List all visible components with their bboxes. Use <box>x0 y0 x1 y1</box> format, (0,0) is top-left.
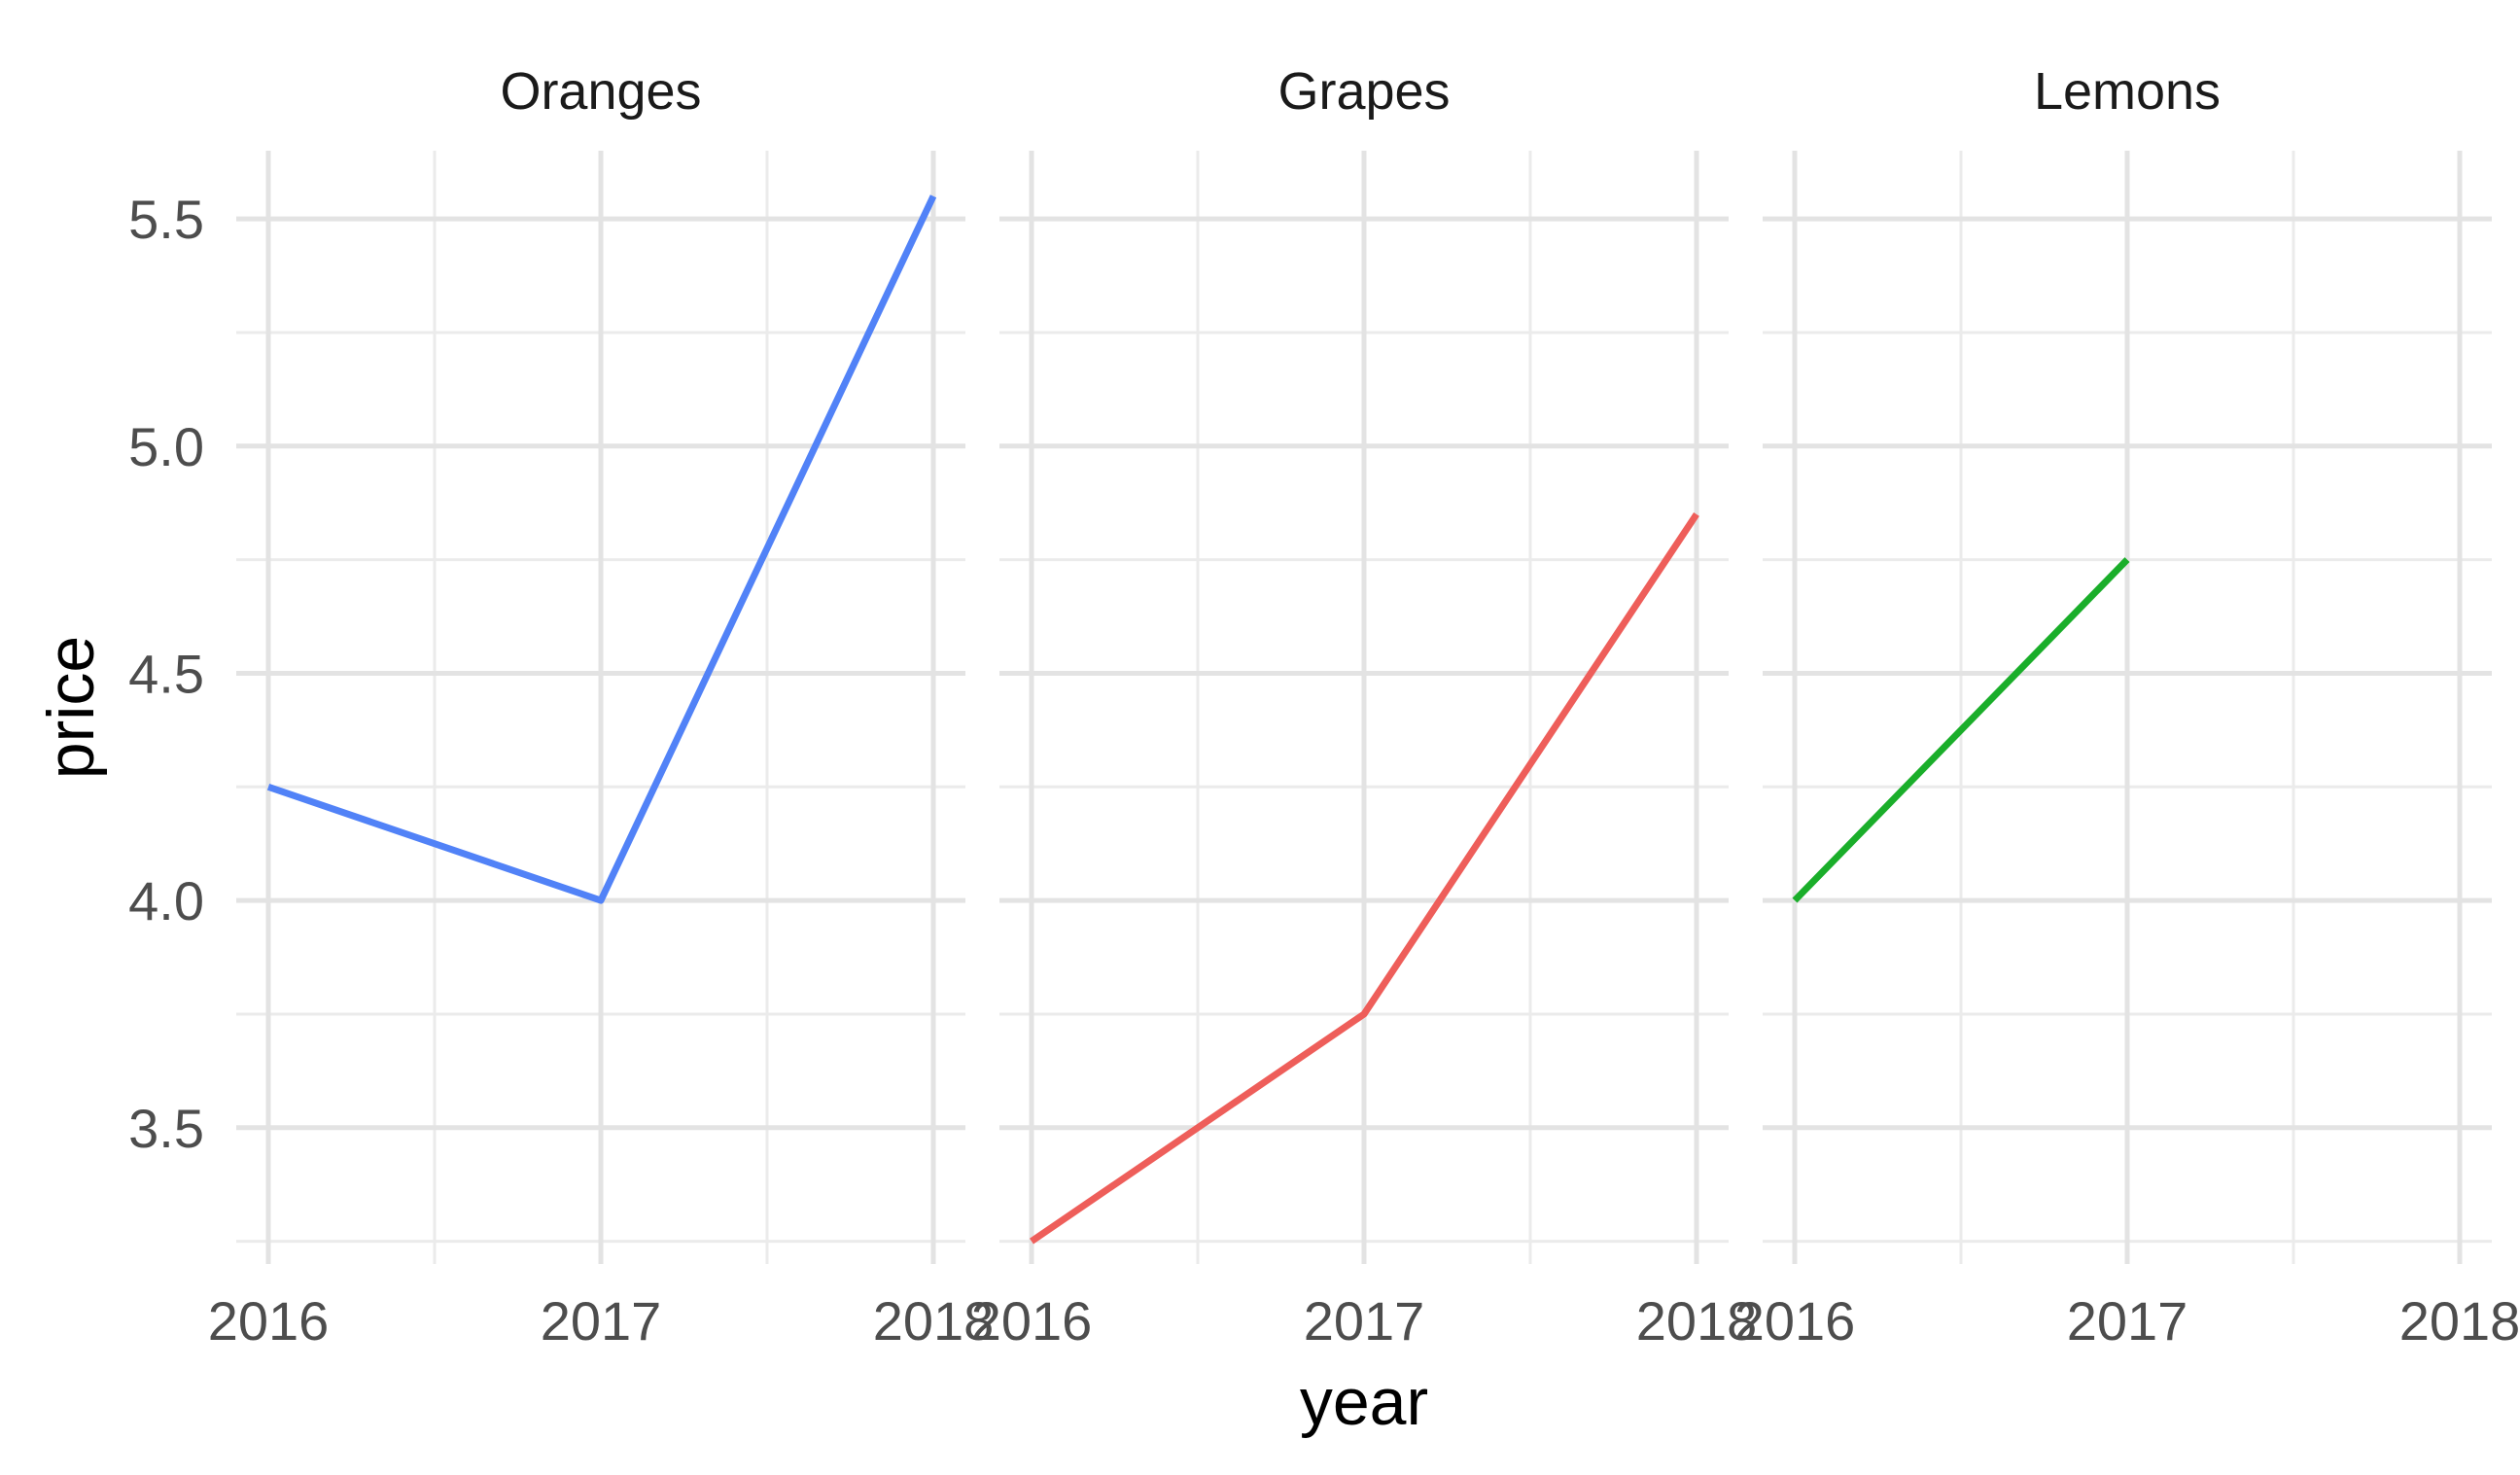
y-tick-label: 5.5 <box>128 189 204 250</box>
x-tick-label: 2018 <box>873 1290 995 1352</box>
x-tick-label: 2016 <box>1734 1290 1856 1352</box>
facet-title: Lemons <box>2034 62 2221 121</box>
x-tick-label: 2018 <box>1636 1290 1758 1352</box>
x-tick-label: 2016 <box>208 1290 330 1352</box>
y-axis: 3.5 4.0 4.5 5.0 5.5 <box>128 189 204 1159</box>
facet-title: Grapes <box>1278 62 1450 121</box>
series-line-lemons <box>1792 557 2130 903</box>
y-tick-label: 4.5 <box>128 643 204 704</box>
facet-panel-grapes: Grapes 2016 2017 2018 <box>971 62 1758 1352</box>
facet-panel-oranges: Oranges 2016 2017 2018 <box>208 62 995 1352</box>
x-tick-label: 2017 <box>1304 1290 1425 1352</box>
facet-panel-lemons: Lemons 2016 2017 2018 <box>1734 62 2520 1352</box>
x-axis-title: year <box>1300 1365 1428 1439</box>
x-tick-label: 2017 <box>541 1290 662 1352</box>
facet-title: Oranges <box>500 62 701 121</box>
x-tick-label: 2018 <box>2399 1290 2520 1352</box>
x-tick-label: 2017 <box>2067 1290 2188 1352</box>
series-line-oranges <box>266 194 937 904</box>
y-axis-title: price <box>34 636 108 779</box>
y-tick-label: 5.0 <box>128 416 204 477</box>
y-tick-label: 3.5 <box>128 1098 204 1159</box>
series-line-grapes <box>1030 511 1699 1245</box>
x-tick-label: 2016 <box>971 1290 1093 1352</box>
y-tick-label: 4.0 <box>128 870 204 931</box>
